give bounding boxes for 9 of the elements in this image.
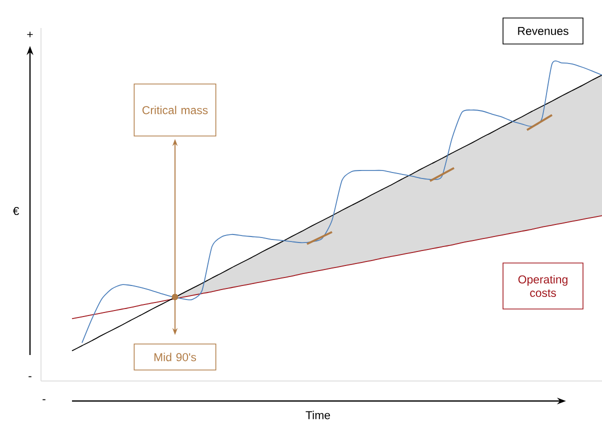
x-axis-title: Time xyxy=(306,410,330,420)
annotation: Critical mass xyxy=(142,106,208,114)
text: Operating costs xyxy=(518,275,568,297)
text: + xyxy=(27,32,33,38)
annotation: Mid 90's xyxy=(154,352,196,362)
text: Revenues xyxy=(518,27,568,35)
text: - xyxy=(42,399,46,400)
text: - xyxy=(28,376,32,378)
y-axis-title: € xyxy=(12,206,20,216)
